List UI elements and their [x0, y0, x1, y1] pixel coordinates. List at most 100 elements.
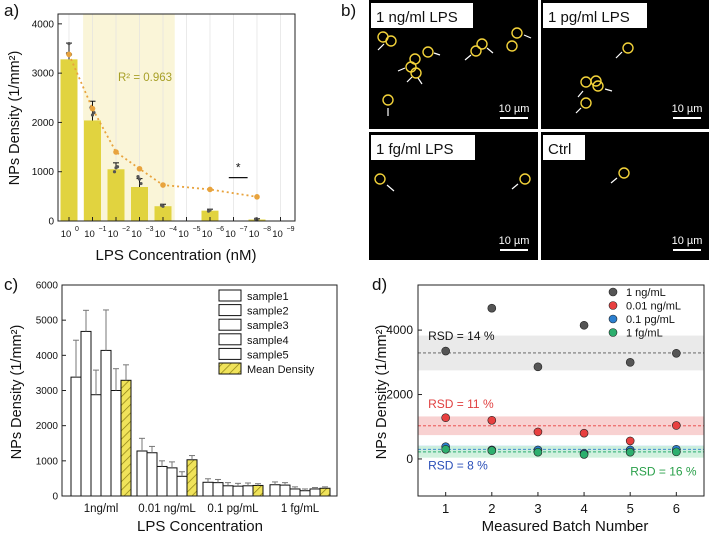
data-point	[672, 447, 681, 457]
fit-point	[136, 165, 143, 172]
panel-d: d) 0 2000 4000 1 2 3 4 5 6 1 ng/mL 0.01 ng/mL0.1…	[372, 275, 705, 535]
legend-swatch	[218, 318, 242, 331]
d-points	[441, 303, 681, 459]
legend-label: 0.1 pg/mL	[626, 314, 675, 326]
bar	[136, 450, 148, 497]
bar	[319, 487, 331, 497]
data-point	[441, 346, 450, 356]
a-x-label: LPS Concentration (nM)	[96, 247, 257, 264]
d-y-axis: 0 2000 4000	[386, 323, 422, 466]
fit-point	[66, 51, 72, 58]
a-x-tick-base: 10	[178, 229, 189, 240]
scale-bar-label: 10 µm	[499, 235, 530, 247]
c-x-tick-label: 1ng/ml	[84, 503, 119, 515]
a-x-tick-exp: −2	[122, 226, 130, 233]
data-point	[487, 446, 497, 455]
a-x-tick-exp: −7	[240, 226, 248, 233]
legend-swatch	[218, 304, 242, 317]
rsd-label: RSD = 16 %	[630, 464, 697, 478]
data-point	[579, 320, 589, 330]
a-y-tick-label: 3000	[32, 69, 55, 80]
a-x-tick-exp: 0	[75, 226, 79, 233]
nanoparticle-circles	[374, 173, 531, 185]
arrow	[511, 183, 519, 190]
legend-swatch	[218, 289, 242, 302]
np-circle	[519, 173, 531, 185]
data-point	[487, 303, 497, 313]
raw-point	[92, 110, 96, 115]
bar	[107, 169, 125, 221]
micrograph-1ng: 1 ng/ml LPS	[369, 0, 538, 129]
np-circle	[622, 42, 634, 54]
legend-swatch	[218, 347, 242, 360]
data-point	[625, 358, 635, 367]
bar	[222, 485, 234, 497]
a-y-tick-label: 1000	[32, 167, 55, 178]
arrow	[464, 54, 472, 61]
a-frame	[57, 13, 296, 222]
a-x-tick-base: 10	[225, 229, 236, 240]
c-legend: sample1 sample2 sample3 sample4 sample5 Mean …	[218, 289, 315, 376]
np-circle	[590, 75, 602, 87]
legend-swatch	[218, 362, 242, 375]
legend-marker	[608, 328, 618, 337]
a-x-tick-base: 10	[131, 229, 142, 240]
c-bars	[70, 309, 331, 497]
fit-point	[207, 186, 213, 193]
fit-point	[89, 105, 96, 112]
np-circle	[476, 38, 488, 50]
legend-label: sample4	[247, 335, 289, 347]
bar	[90, 394, 102, 497]
a-x-tick-base: 10	[155, 229, 166, 240]
raw-point	[208, 208, 212, 212]
a-x-tick-exp: −1	[99, 226, 107, 233]
nanoparticle-circles	[377, 27, 523, 106]
bar	[309, 488, 321, 497]
legend-label: sample3	[247, 320, 289, 332]
raw-point	[136, 175, 140, 179]
data-point	[579, 428, 589, 438]
raw-point	[115, 165, 120, 169]
a-y-tick-label: 4000	[32, 19, 55, 30]
nanoparticle-circles	[580, 42, 634, 109]
legend-marker	[608, 301, 618, 310]
bar	[120, 379, 132, 497]
d-frame	[417, 284, 705, 497]
a-x-tick-base: 10	[202, 229, 213, 240]
fit-point	[113, 149, 119, 155]
np-circle	[382, 94, 394, 106]
np-circle	[580, 97, 592, 109]
c-y-axis: 0 1000 2000 3000 4000 5000 6000	[36, 281, 66, 503]
pointer-arrows	[377, 34, 532, 116]
pointer-arrows	[575, 51, 623, 114]
c-x-label: LPS Concentration	[137, 518, 263, 535]
np-circle	[410, 67, 422, 79]
legend-label: sample5	[247, 349, 289, 361]
arrow	[433, 52, 441, 56]
bar	[156, 465, 168, 497]
fit-point	[254, 194, 260, 200]
arrow	[486, 47, 494, 54]
micrograph-title: 1 ng/ml LPS	[376, 9, 458, 26]
micrograph-title-box	[371, 135, 475, 160]
micrograph-1pg: 1 pg/ml LPS 10 µm	[541, 0, 709, 129]
a-y-axis: 0 1000 2000 3000 4000	[32, 19, 62, 228]
micrograph-title: Ctrl	[548, 141, 571, 158]
bar	[201, 210, 219, 221]
a-x-tick-base: 10	[108, 229, 119, 240]
scale-bar-label: 10 µm	[672, 103, 703, 115]
d-y-tick-label: 4000	[386, 323, 413, 337]
c-y-tick-label: 1000	[36, 456, 59, 467]
micrograph-title-box	[371, 3, 473, 28]
d-x-tick-label: 6	[673, 501, 680, 516]
arrow	[615, 51, 623, 59]
a-x-tick-exp: −6	[216, 226, 224, 233]
legend-label: sample2	[247, 306, 289, 318]
a-x-tick-exp: −5	[193, 226, 201, 233]
bar	[212, 482, 224, 497]
c-y-tick-label: 2000	[36, 421, 59, 432]
a-y-tick-label: 0	[48, 217, 54, 228]
micrograph-ctrl: Ctrl 10 µm	[541, 132, 709, 260]
c-y-tick-label: 5000	[36, 316, 59, 327]
